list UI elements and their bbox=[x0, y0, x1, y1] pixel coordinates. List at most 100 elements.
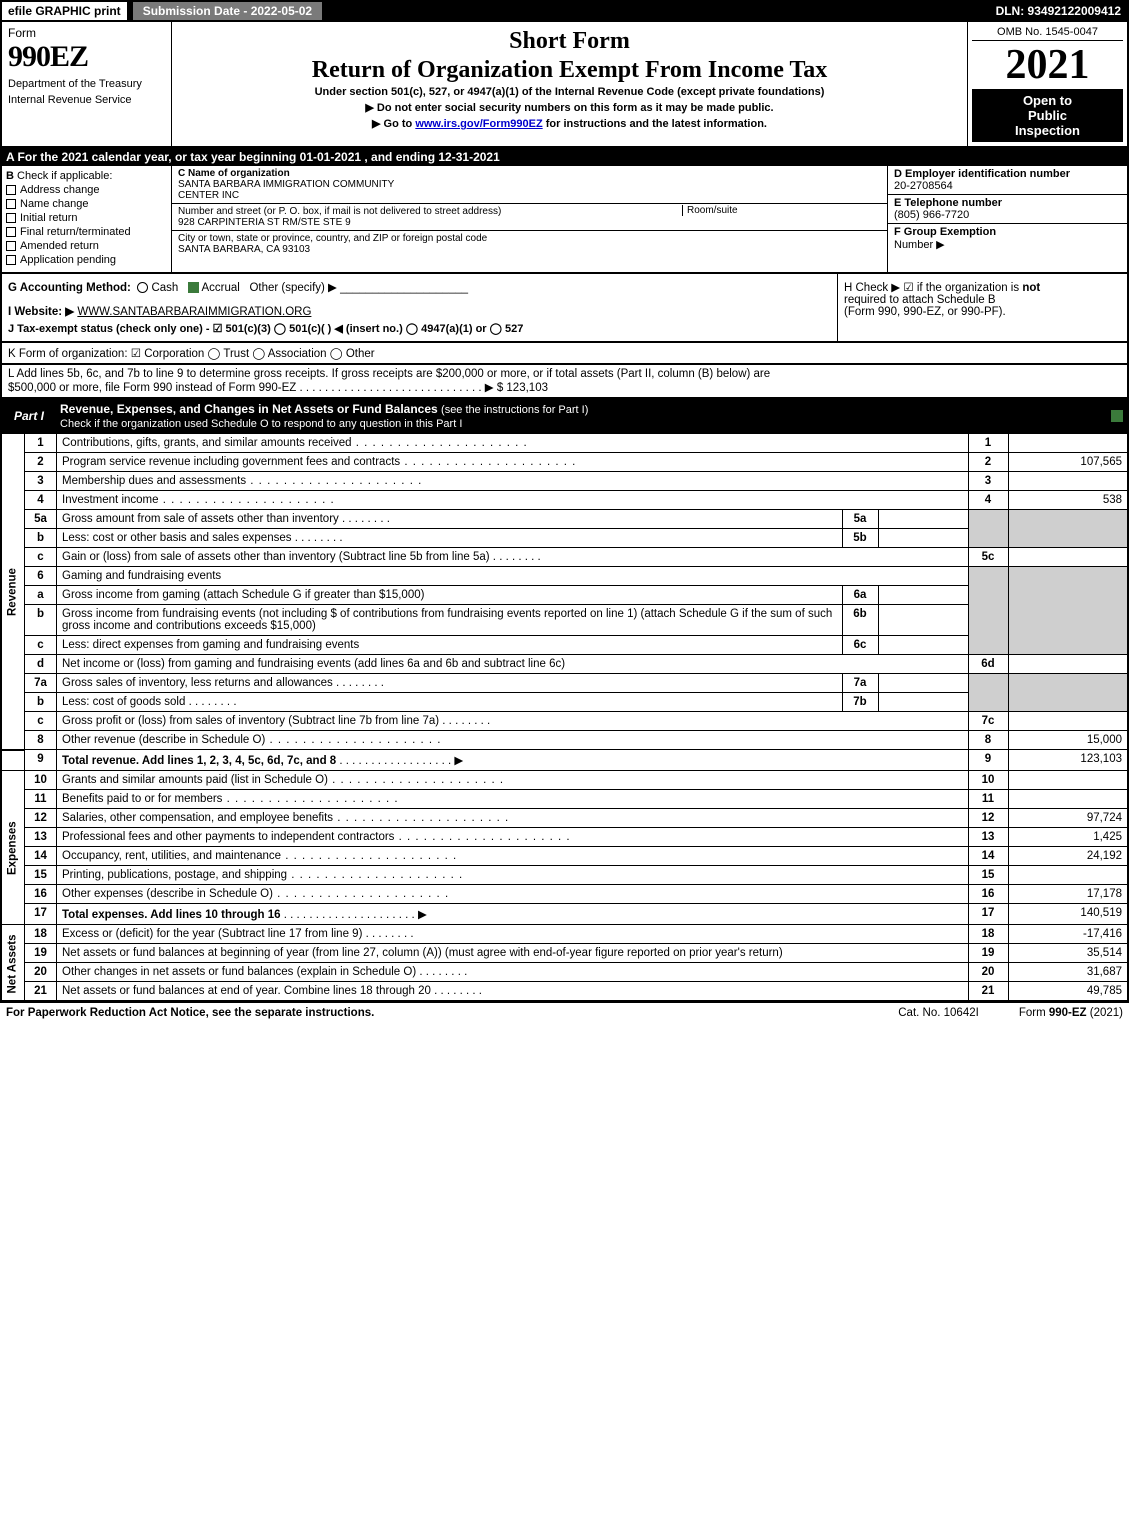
ln6c-mb: 6c bbox=[842, 636, 878, 655]
col-b: B Check if applicable: Address change Na… bbox=[2, 166, 172, 272]
ln2-d: Program service revenue including govern… bbox=[62, 456, 576, 468]
rb-accrual[interactable] bbox=[188, 282, 199, 293]
omb-number: OMB No. 1545-0047 bbox=[972, 26, 1123, 41]
ln9-num: 9 bbox=[968, 750, 1008, 771]
cb-address-change[interactable] bbox=[6, 185, 16, 195]
ln5c-d: Gain or (loss) from sale of assets other… bbox=[62, 551, 541, 563]
lbl-cash: Cash bbox=[151, 282, 178, 294]
h-not: not bbox=[1022, 282, 1040, 294]
ln7b-n: b bbox=[25, 693, 57, 712]
cb-final-return[interactable] bbox=[6, 227, 16, 237]
ln13-amt: 1,425 bbox=[1008, 828, 1128, 847]
ln10-n: 10 bbox=[25, 771, 57, 790]
ln4-amt: 538 bbox=[1008, 491, 1128, 510]
insp1: Open to bbox=[974, 93, 1121, 108]
ln9-amt: 123,103 bbox=[1008, 750, 1128, 771]
lbl-initial: Initial return bbox=[20, 212, 77, 224]
ln20-d: Other changes in net assets or fund bala… bbox=[62, 966, 467, 978]
grey-6a bbox=[1008, 567, 1128, 655]
goto-line: ▶ Go to www.irs.gov/Form990EZ for instru… bbox=[180, 117, 959, 130]
org-name-2: CENTER INC bbox=[178, 190, 239, 201]
lbl-other: Other (specify) ▶ bbox=[249, 282, 336, 294]
g-label: G Accounting Method: bbox=[8, 282, 131, 294]
goto-pre: ▶ Go to bbox=[372, 118, 415, 130]
org-name-1: SANTA BARBARA IMMIGRATION COMMUNITY bbox=[178, 179, 394, 190]
ln3-d: Membership dues and assessments bbox=[62, 475, 422, 487]
ln14-amt: 24,192 bbox=[1008, 847, 1128, 866]
ln2-amt: 107,565 bbox=[1008, 453, 1128, 472]
lbl-pending: Application pending bbox=[20, 254, 116, 266]
grey-5a bbox=[1008, 510, 1128, 548]
rb-cash[interactable] bbox=[137, 282, 148, 293]
form-number: 990EZ bbox=[8, 40, 165, 74]
ln13-n: 13 bbox=[25, 828, 57, 847]
row-a-tax-year: A For the 2021 calendar year, or tax yea… bbox=[0, 148, 1129, 166]
ln5b-d: Less: cost or other basis and sales expe… bbox=[62, 532, 343, 544]
cb-app-pending[interactable] bbox=[6, 255, 16, 265]
l-line1: L Add lines 5b, 6c, and 7b to line 9 to … bbox=[8, 368, 1121, 380]
tax-year: 2021 bbox=[972, 41, 1123, 89]
ln6-n: 6 bbox=[25, 567, 57, 586]
row-k: K Form of organization: ☑ Corporation ◯ … bbox=[0, 343, 1129, 365]
part1-checkbox[interactable] bbox=[1111, 410, 1123, 422]
ln1-amt bbox=[1008, 434, 1128, 453]
ln7c-amt bbox=[1008, 712, 1128, 731]
ln12-amt: 97,724 bbox=[1008, 809, 1128, 828]
row-l: L Add lines 5b, 6c, and 7b to line 9 to … bbox=[0, 365, 1129, 399]
ln5b-val bbox=[878, 529, 968, 548]
i-label: I Website: ▶ bbox=[8, 306, 74, 318]
cb-amended-return[interactable] bbox=[6, 241, 16, 251]
insp3: Inspection bbox=[974, 123, 1121, 138]
header-right: OMB No. 1545-0047 2021 Open to Public In… bbox=[967, 22, 1127, 146]
form-header: Form 990EZ Department of the Treasury In… bbox=[0, 22, 1129, 148]
ln21-d: Net assets or fund balances at end of ye… bbox=[62, 985, 482, 997]
ln18-d: Excess or (deficit) for the year (Subtra… bbox=[62, 928, 414, 940]
website-value[interactable]: WWW.SANTABARBARAIMMIGRATION.ORG bbox=[77, 306, 311, 318]
ln9-n: 9 bbox=[25, 750, 57, 771]
ln15-d: Printing, publications, postage, and shi… bbox=[62, 869, 463, 881]
side-revenue: Revenue bbox=[1, 434, 25, 750]
ln5c-amt bbox=[1008, 548, 1128, 567]
city-label: City or town, state or province, country… bbox=[178, 233, 487, 244]
part1-check: Check if the organization used Schedule … bbox=[60, 418, 462, 430]
ln13-d: Professional fees and other payments to … bbox=[62, 831, 571, 843]
insp2: Public bbox=[974, 108, 1121, 123]
dept-treasury: Department of the Treasury bbox=[8, 78, 165, 90]
ln6a-val bbox=[878, 586, 968, 605]
room-suite-label: Room/suite bbox=[682, 205, 738, 216]
efile-print-button[interactable]: efile GRAPHIC print bbox=[0, 0, 129, 22]
grey-5 bbox=[968, 510, 1008, 548]
ln21-n: 21 bbox=[25, 982, 57, 1002]
ln16-d: Other expenses (describe in Schedule O) bbox=[62, 888, 449, 900]
side-expenses: Expenses bbox=[1, 771, 25, 925]
ln10-num: 10 bbox=[968, 771, 1008, 790]
ln18-amt: -17,416 bbox=[1008, 925, 1128, 944]
ln19-n: 19 bbox=[25, 944, 57, 963]
irs-link[interactable]: www.irs.gov/Form990EZ bbox=[415, 118, 542, 130]
fr-post: (2021) bbox=[1087, 1007, 1123, 1019]
cb-initial-return[interactable] bbox=[6, 213, 16, 223]
ln14-num: 14 bbox=[968, 847, 1008, 866]
gh-right: H Check ▶ ☑ if the organization is not r… bbox=[837, 274, 1127, 341]
ssn-warning: ▶ Do not enter social security numbers o… bbox=[180, 101, 959, 114]
e-label: E Telephone number bbox=[894, 197, 1002, 209]
fr-pre: Form bbox=[1019, 1007, 1049, 1019]
ln19-num: 19 bbox=[968, 944, 1008, 963]
irs-label: Internal Revenue Service bbox=[8, 94, 165, 106]
cb-name-change[interactable] bbox=[6, 199, 16, 209]
lines-table: Revenue 1 Contributions, gifts, grants, … bbox=[0, 433, 1129, 1002]
ln6b-mb: 6b bbox=[842, 605, 878, 636]
section-ghij: G Accounting Method: Cash Accrual Other … bbox=[0, 274, 1129, 343]
side-net-assets: Net Assets bbox=[1, 925, 25, 1002]
ln5c-num: 5c bbox=[968, 548, 1008, 567]
part1-header: Part I Revenue, Expenses, and Changes in… bbox=[0, 399, 1129, 433]
header-left: Form 990EZ Department of the Treasury In… bbox=[2, 22, 172, 146]
h-text2: required to attach Schedule B bbox=[844, 294, 996, 306]
grey-6 bbox=[968, 567, 1008, 655]
ln16-amt: 17,178 bbox=[1008, 885, 1128, 904]
ln6d-n: d bbox=[25, 655, 57, 674]
grey-7 bbox=[968, 674, 1008, 712]
ln12-num: 12 bbox=[968, 809, 1008, 828]
ln15-num: 15 bbox=[968, 866, 1008, 885]
ln18-num: 18 bbox=[968, 925, 1008, 944]
